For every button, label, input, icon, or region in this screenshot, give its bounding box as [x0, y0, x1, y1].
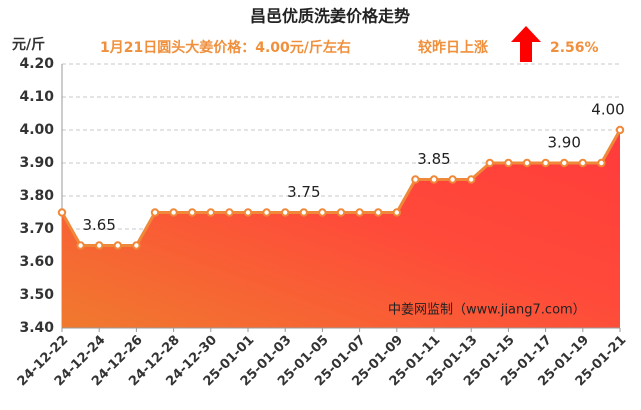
point — [541, 158, 550, 168]
y-tick-label: 3.60 — [19, 254, 54, 270]
point — [615, 125, 625, 135]
point — [113, 241, 123, 250]
y-axis-label: 元/斤 — [12, 36, 45, 53]
point — [560, 158, 569, 168]
y-tick-label: 4.00 — [19, 122, 54, 138]
up-arrow — [511, 26, 541, 62]
y-tick-label: 4.10 — [19, 89, 54, 105]
point — [336, 208, 346, 217]
point — [318, 208, 327, 217]
data-label: 3.85 — [417, 150, 450, 168]
annotation: 1月21日圆头大姜价格：4.00元/斤左右 — [100, 39, 351, 56]
y-tick-label: 3.40 — [19, 320, 54, 336]
y-tick-label: 3.70 — [19, 221, 54, 237]
point — [225, 208, 234, 217]
point — [57, 208, 67, 217]
data-label: 3.75 — [287, 183, 320, 201]
point — [355, 208, 364, 217]
y-tick-label: 3.50 — [19, 287, 54, 303]
point — [206, 208, 216, 217]
point — [597, 158, 606, 168]
point — [504, 158, 513, 168]
point — [132, 241, 141, 250]
source-watermark: 中姜网监制（www.jiang7.com） — [388, 303, 586, 318]
data-label: 4.00 — [591, 101, 624, 119]
point — [411, 175, 420, 184]
y-tick-label: 3.80 — [19, 188, 54, 204]
point — [150, 208, 160, 217]
chart-title: 昌邑优质洗姜价格走势 — [250, 7, 410, 26]
annotation: 2.56% — [550, 40, 599, 56]
point — [95, 241, 104, 250]
point — [299, 208, 308, 217]
point — [578, 158, 587, 168]
point — [281, 208, 290, 217]
point — [243, 208, 253, 217]
point — [522, 158, 532, 168]
data-label: 3.65 — [82, 216, 115, 234]
annotation: 较昨日上涨 — [418, 39, 488, 56]
data-label: 3.90 — [547, 134, 580, 152]
point — [76, 241, 85, 250]
y-tick-label: 3.90 — [19, 155, 54, 171]
point — [374, 208, 383, 217]
point — [448, 175, 457, 184]
area — [62, 130, 620, 328]
point — [392, 208, 401, 217]
point — [169, 208, 178, 217]
point — [485, 158, 494, 168]
point — [429, 175, 439, 184]
point — [467, 175, 476, 184]
point — [188, 208, 197, 217]
point — [262, 208, 271, 217]
y-tick-label: 4.20 — [19, 56, 54, 72]
